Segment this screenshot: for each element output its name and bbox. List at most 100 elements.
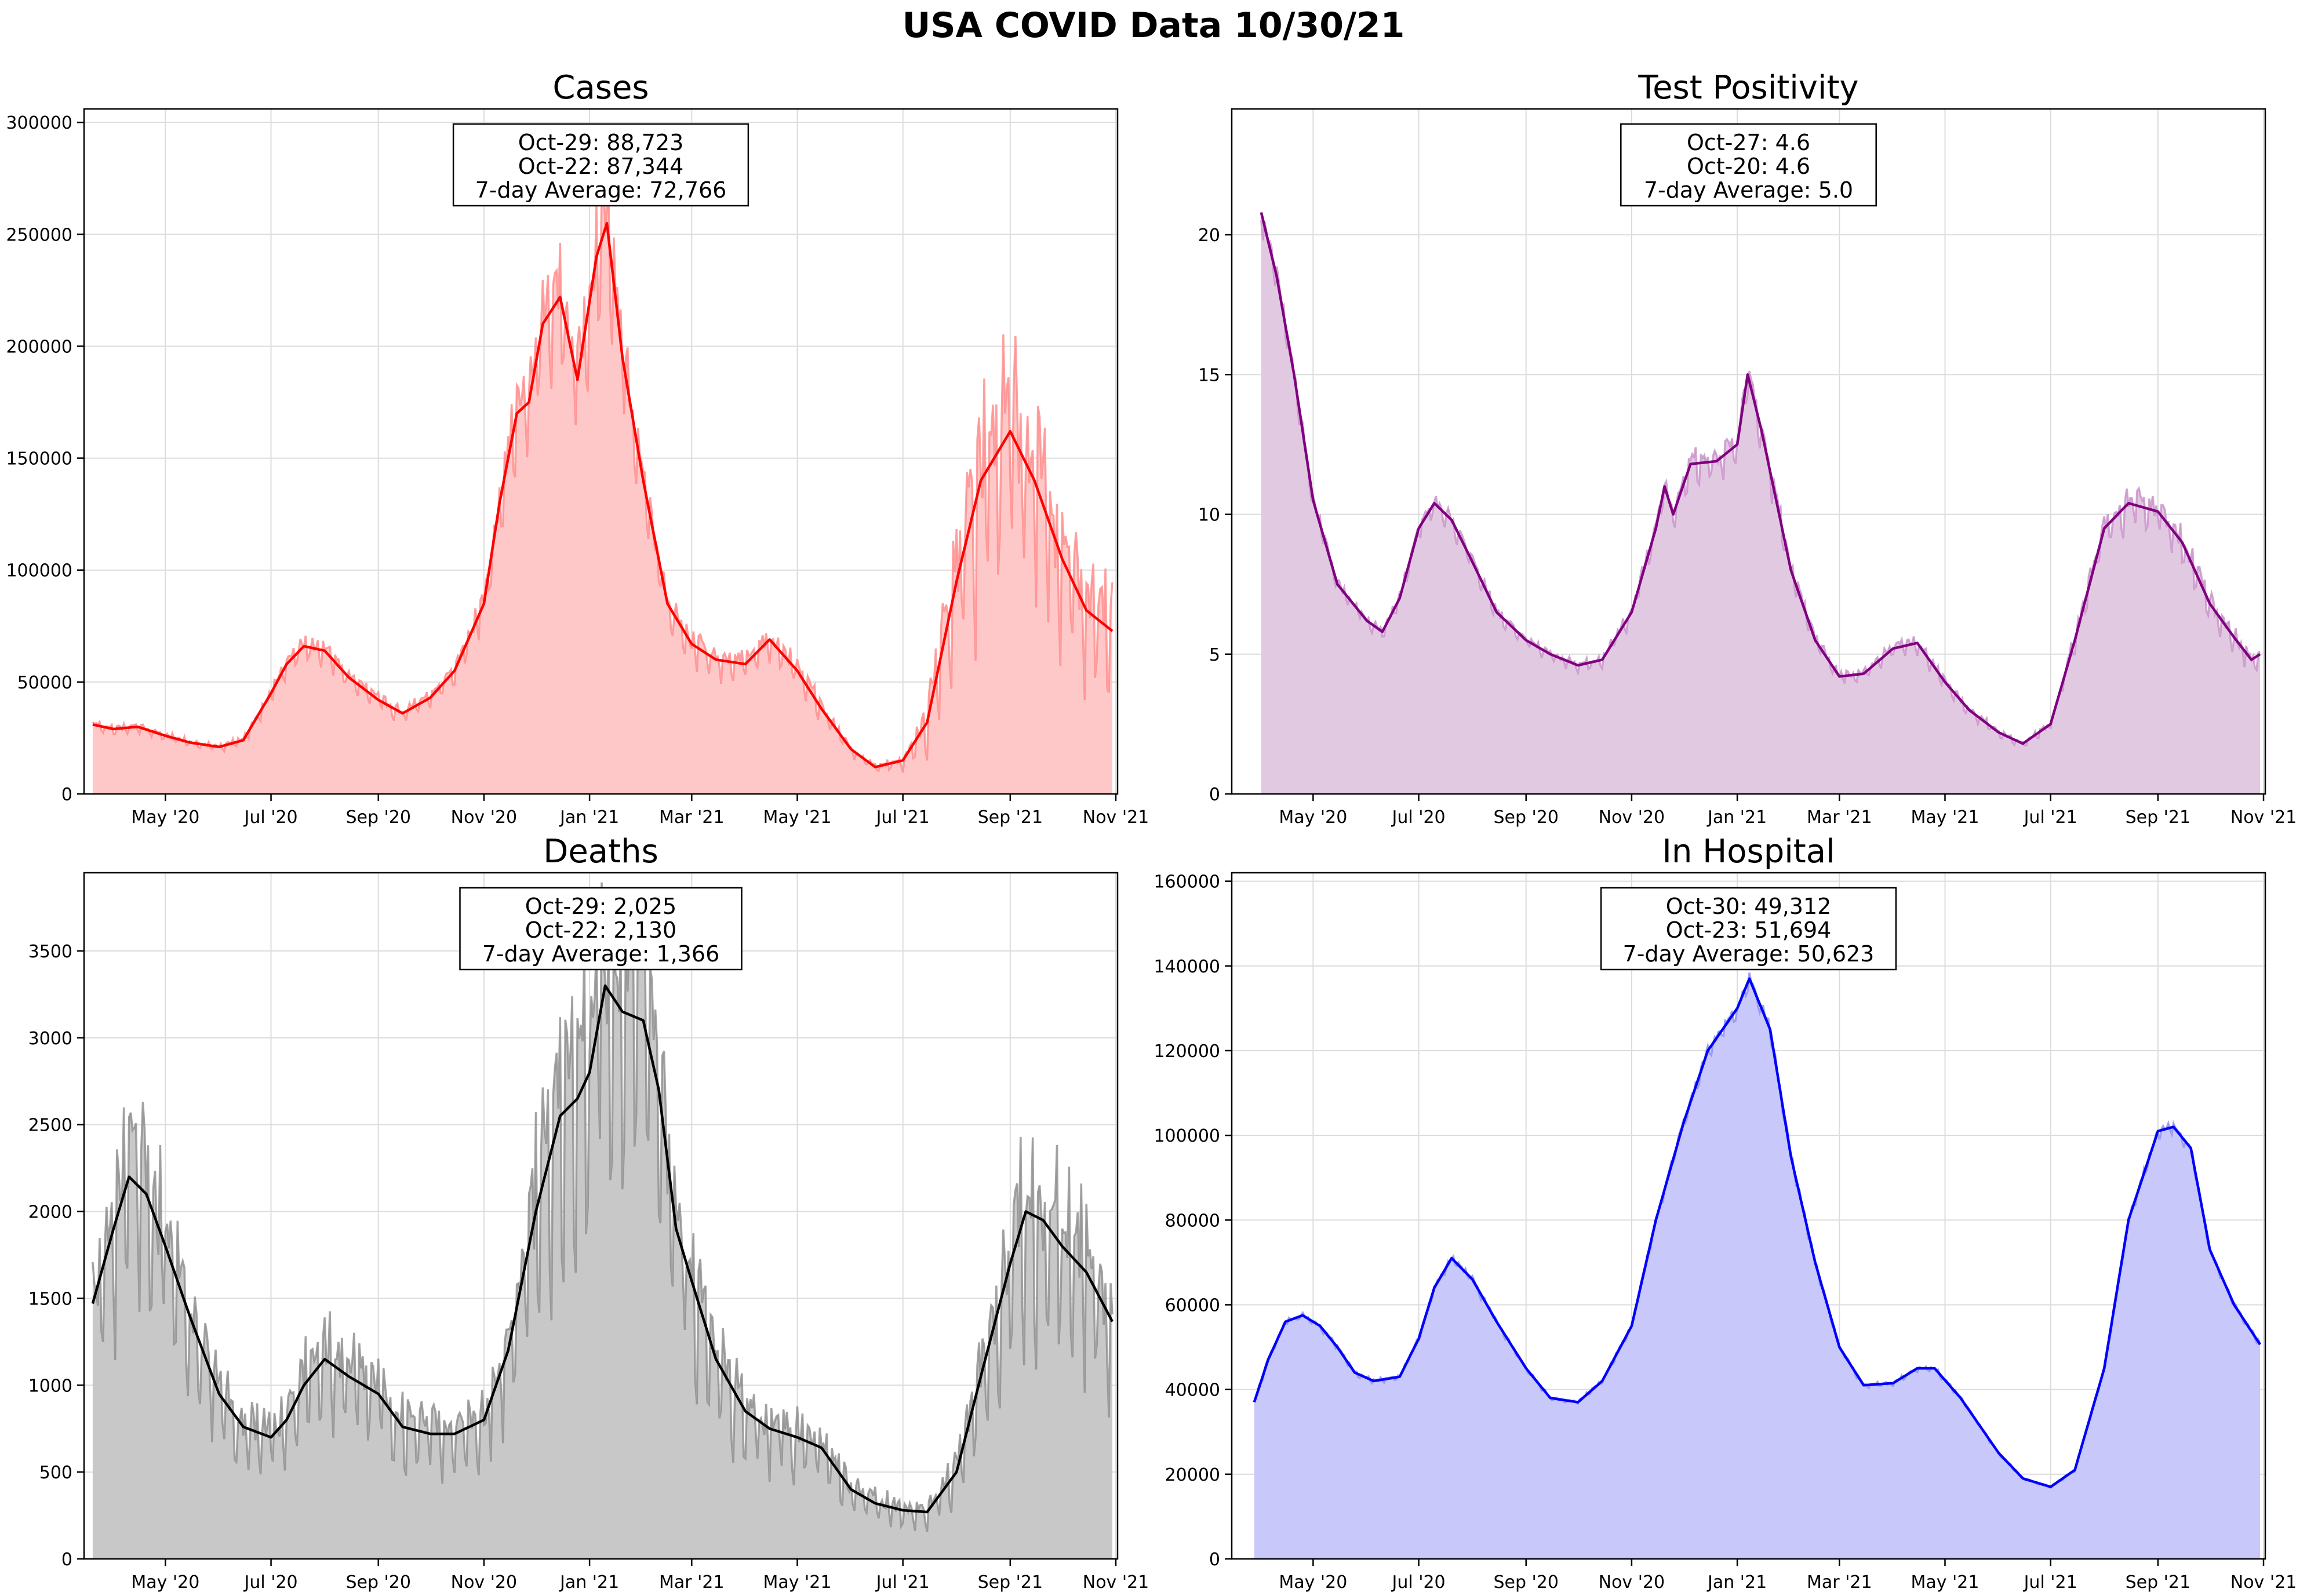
y-tick-label: 1000	[28, 1376, 72, 1396]
daily-area-fill	[92, 882, 1112, 1559]
y-tick-label: 300000	[6, 113, 72, 133]
x-tick-label: Jan '21	[559, 1572, 619, 1593]
x-tick-label: May '21	[763, 807, 831, 828]
x-tick-label: Nov '20	[451, 1572, 518, 1593]
panel-title: Deaths	[543, 833, 658, 870]
x-tick-label: Sep '21	[978, 1572, 1043, 1593]
daily-area-fill	[1254, 972, 2260, 1559]
axes-frame	[1231, 872, 2266, 1560]
panel-test-positivity: May '20 Jul '20 Sep '20 Nov '20 Jan '21 Mar '…	[1198, 69, 2297, 828]
panel-title: Cases	[552, 69, 649, 107]
y-tick-label: 20	[1198, 225, 1220, 246]
plot-area	[1253, 972, 2261, 1559]
y-tick-label: 250000	[6, 225, 72, 245]
annotation-box	[1600, 887, 1897, 971]
panel-title: In Hospital	[1662, 833, 1835, 870]
annotation-line: 7-day Average: 72,766	[475, 177, 727, 203]
annotation-line: Oct-23: 51,694	[1666, 917, 1832, 943]
x-tick-label: Nov '20	[1599, 807, 1665, 828]
x-tick-label: Sep '20	[1493, 1572, 1559, 1593]
x-tick-label: Jul '20	[243, 1572, 297, 1593]
y-tick-label: 500	[39, 1463, 72, 1483]
x-tick-label: May '20	[131, 807, 199, 828]
y-tick-label: 0	[61, 1550, 72, 1570]
annotation-box	[459, 887, 743, 971]
y-tick-label: 100000	[1154, 1126, 1220, 1146]
x-tick-label: Sep '20	[345, 1572, 411, 1593]
x-tick-label: Mar '21	[659, 807, 725, 828]
y-tick-label: 1500	[28, 1289, 72, 1309]
y-tick-label: 2000	[28, 1203, 72, 1223]
figure-title: USA COVID Data 10/30/21	[903, 5, 1405, 46]
y-tick-label: 0	[1209, 785, 1220, 805]
x-tick-label: Sep '20	[345, 807, 411, 828]
panel-deaths: May '20 Jul '20 Sep '20 Nov '20 Jan '21 Mar '…	[28, 833, 1149, 1593]
plot-area	[1260, 212, 2261, 794]
y-tick-label: 10	[1198, 505, 1220, 526]
y-tick-label: 2500	[28, 1116, 72, 1136]
annotation-line: Oct-27: 4.6	[1687, 130, 1810, 155]
x-tick-label: May '21	[763, 1572, 831, 1593]
y-tick-label: 15	[1198, 365, 1220, 385]
x-tick-label: Jul '20	[1391, 1572, 1445, 1593]
y-tick-label: 120000	[1154, 1041, 1220, 1062]
annotation-line: Oct-20: 4.6	[1687, 154, 1810, 179]
y-tick-label: 60000	[1165, 1295, 1220, 1316]
x-tick-label: Jul '21	[2023, 1572, 2077, 1593]
x-tick-label: May '20	[1279, 1572, 1347, 1593]
x-tick-label: May '21	[1911, 1572, 1979, 1593]
panel-in-hospital: May '20 Jul '20 Sep '20 Nov '20 Jan '21 Mar '…	[1154, 833, 2297, 1593]
y-tick-label: 40000	[1165, 1380, 1220, 1401]
x-tick-label: Jul '20	[1391, 807, 1445, 828]
axes-frame	[1231, 108, 2266, 795]
y-tick-label: 100000	[6, 561, 72, 581]
x-tick-label: Sep '20	[1493, 807, 1559, 828]
x-tick-label: Nov '21	[1083, 1572, 1149, 1593]
y-tick-label: 5	[1209, 645, 1220, 665]
x-tick-label: Nov '21	[2230, 807, 2297, 828]
x-tick-label: Jan '21	[1706, 807, 1767, 828]
x-tick-label: Sep '21	[2126, 1572, 2191, 1593]
daily-area-fill	[92, 177, 1112, 794]
y-tick-label: 20000	[1165, 1465, 1220, 1485]
x-tick-label: Jul '21	[875, 1572, 930, 1593]
x-tick-label: Mar '21	[659, 1572, 725, 1593]
x-tick-label: Mar '21	[1807, 1572, 1872, 1593]
annotation-line: 7-day Average: 5.0	[1644, 177, 1853, 203]
seven-day-average-line	[1260, 212, 2261, 745]
annotation-line: Oct-29: 88,723	[518, 130, 684, 155]
x-tick-label: May '20	[1279, 807, 1347, 828]
panel-title: Test Positivity	[1638, 69, 1858, 107]
annotation-line: Oct-22: 2,130	[525, 917, 676, 943]
x-tick-label: May '21	[1911, 807, 1979, 828]
x-tick-label: Nov '20	[1599, 1572, 1665, 1593]
x-tick-label: Jul '21	[875, 807, 930, 828]
plot-area	[92, 177, 1114, 794]
x-tick-label: Jul '20	[243, 807, 297, 828]
annotation-line: Oct-30: 49,312	[1666, 894, 1832, 919]
x-tick-label: Nov '21	[2230, 1572, 2297, 1593]
panel-cases: May '20 Jul '20 Sep '20 Nov '20 Jan '21 Mar '…	[6, 69, 1149, 828]
y-tick-label: 3000	[28, 1029, 72, 1049]
annotation-line: Oct-22: 87,344	[518, 154, 684, 179]
y-tick-label: 160000	[1154, 872, 1220, 892]
axes-frame	[83, 872, 1119, 1560]
seven-day-average-line	[92, 221, 1114, 768]
x-tick-label: Nov '21	[1083, 807, 1149, 828]
plot-area	[91, 882, 1114, 1559]
x-tick-label: Jul '21	[2023, 807, 2077, 828]
x-tick-label: May '20	[131, 1572, 199, 1593]
y-tick-label: 0	[61, 785, 72, 805]
y-tick-label: 80000	[1165, 1211, 1220, 1231]
annotation-box	[452, 123, 749, 207]
y-tick-label: 0	[1209, 1550, 1220, 1570]
seven-day-average-line	[1253, 977, 2261, 1489]
annotation-line: 7-day Average: 1,366	[482, 941, 720, 967]
y-tick-label: 140000	[1154, 957, 1220, 977]
annotation-line: 7-day Average: 50,623	[1623, 941, 1875, 967]
y-tick-label: 150000	[6, 449, 72, 469]
x-tick-label: Sep '21	[978, 807, 1043, 828]
x-tick-label: Jan '21	[1706, 1572, 1767, 1593]
x-tick-label: Mar '21	[1807, 807, 1872, 828]
